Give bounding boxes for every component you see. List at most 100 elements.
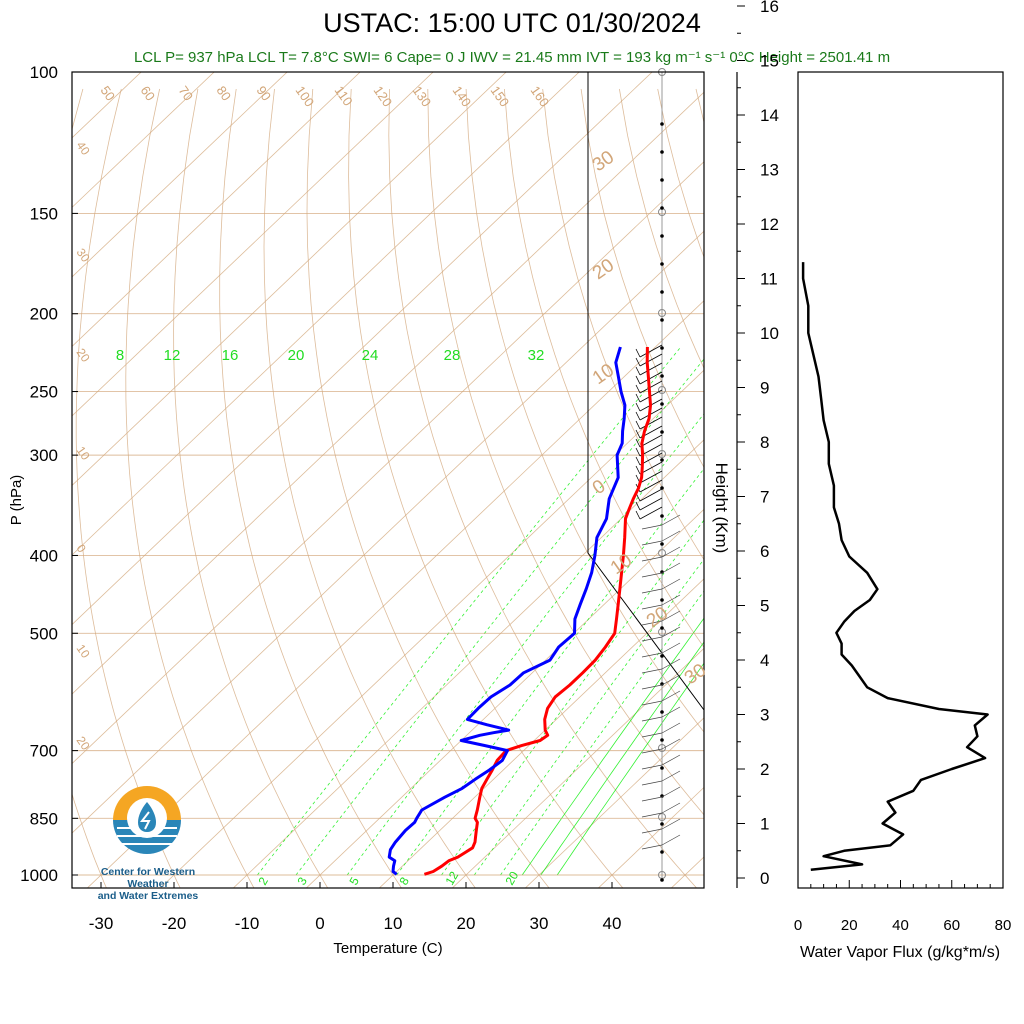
- wind-obs-dot: [660, 234, 664, 238]
- height-tick-label: 11: [760, 270, 778, 289]
- theta-label: 130: [410, 83, 435, 109]
- wind-barb: [661, 658, 681, 670]
- y-tick-label: 300: [30, 446, 58, 465]
- calm-wind-marker: [658, 450, 666, 458]
- wind-barb: [661, 514, 681, 526]
- wind-barb: [661, 706, 681, 718]
- wind-barb: [639, 506, 663, 520]
- theta-label: 50: [98, 83, 119, 103]
- height-tick-label: 2: [760, 760, 769, 779]
- mixing-ratio-label-top: 24: [362, 347, 379, 364]
- dry-adiabat-line: [173, 88, 329, 888]
- wind-barb-flag: [635, 438, 641, 448]
- wind-barb: [661, 802, 681, 814]
- height-tick-label: 8: [760, 433, 769, 452]
- isotherm-line: [72, 72, 142, 139]
- mixing-ratio-label-bottom: 8: [396, 874, 412, 887]
- logo-line-1: Center for Western Weather: [100, 866, 196, 890]
- isotherm-line: [72, 72, 215, 208]
- flux-tick-label: 0: [794, 917, 802, 934]
- dry-adiabat-line: [734, 89, 1024, 892]
- wind-obs-dot: [660, 262, 664, 266]
- isotherm-line: [159, 369, 704, 888]
- wind-barb: [641, 636, 663, 642]
- wind-barb: [661, 674, 681, 686]
- isotherm-label: 0: [589, 476, 610, 499]
- wind-barb: [661, 770, 681, 782]
- dry-adiabat-line: [849, 89, 1024, 892]
- wind-barb: [641, 764, 663, 770]
- wind-barb-flag: [635, 429, 641, 439]
- y-tick-label: 200: [30, 305, 58, 324]
- mixing-ratio-line: [257, 346, 682, 876]
- wind-barb: [639, 497, 663, 511]
- calm-wind-marker: [658, 549, 666, 557]
- wind-barb: [661, 754, 681, 766]
- wind-obs-dot: [660, 654, 664, 658]
- theta-left-label: 10: [74, 642, 93, 661]
- mixing-ratio-line: [540, 641, 704, 876]
- x-tick-label: -30: [89, 914, 114, 933]
- y-tick-label: 1000: [20, 866, 58, 885]
- wind-obs-dot: [660, 346, 664, 350]
- theta-label: 90: [254, 83, 275, 103]
- x-tick-label: 30: [530, 914, 549, 933]
- isotherm-line: [72, 72, 434, 417]
- wind-barb-flag: [635, 510, 641, 520]
- isotherm-line: [72, 72, 361, 347]
- theta-label: 120: [371, 83, 396, 109]
- isotherm-label: 30: [589, 147, 618, 176]
- height-tick-label: 15: [760, 52, 779, 71]
- dry-adiabat-line: [773, 89, 1024, 892]
- flux-tick-label: 40: [892, 917, 909, 934]
- wind-barb: [661, 722, 681, 734]
- isotherm-line: [305, 508, 704, 888]
- theta-left-label: 0: [74, 542, 89, 556]
- isotherm-line: [232, 439, 704, 888]
- mixing-ratio-label-bottom: 12: [442, 869, 461, 888]
- wind-barb: [639, 371, 663, 385]
- wind-barb: [641, 828, 663, 834]
- wind-barb: [661, 530, 681, 542]
- wind-barb-flag: [635, 501, 641, 511]
- wind-barb-flag: [635, 375, 641, 385]
- mixing-ratio-label-top: 32: [528, 347, 545, 364]
- wind-barb-flag: [635, 366, 641, 376]
- wind-barb: [661, 562, 681, 574]
- theta-left-label: 30: [74, 246, 93, 265]
- wind-obs-dot: [660, 290, 664, 294]
- wind-barb: [661, 546, 681, 558]
- wind-barb: [639, 344, 663, 358]
- flux-tick-label: 80: [995, 917, 1012, 934]
- flux-profile: [801, 262, 989, 872]
- wind-barb: [641, 748, 663, 754]
- x-tick-label: 40: [603, 914, 622, 933]
- wind-barb: [641, 700, 663, 706]
- wind-barb: [661, 626, 681, 638]
- isotherm-line: [378, 578, 704, 888]
- wind-barb-flag: [635, 420, 641, 430]
- wind-obs-dot: [660, 738, 664, 742]
- mixing-ratio-label-bottom: 5: [346, 874, 362, 887]
- wind-obs-dot: [660, 626, 664, 630]
- height-tick-label: 3: [760, 706, 769, 725]
- x-axis-label: Temperature (C): [333, 940, 442, 957]
- dry-adiabat-line: [580, 88, 704, 469]
- isotherm-line: [72, 161, 704, 765]
- x-tick-label: 0: [315, 914, 324, 933]
- isotherm-line: [72, 72, 653, 626]
- wind-barb-flag: [635, 411, 641, 421]
- height-tick-label: 14: [760, 106, 779, 125]
- wind-obs-dot: [660, 178, 664, 182]
- wind-barb-flag: [635, 402, 641, 412]
- height-tick-label: 1: [760, 815, 769, 834]
- calm-wind-marker: [658, 386, 666, 394]
- wind-obs-dot: [660, 318, 664, 322]
- isotherm-line: [72, 72, 580, 556]
- wind-barb: [639, 353, 663, 367]
- wind-obs-dot: [660, 150, 664, 154]
- dry-adiabat-line: [306, 88, 550, 888]
- x-tick-label: -20: [162, 914, 187, 933]
- wind-barb: [641, 716, 663, 722]
